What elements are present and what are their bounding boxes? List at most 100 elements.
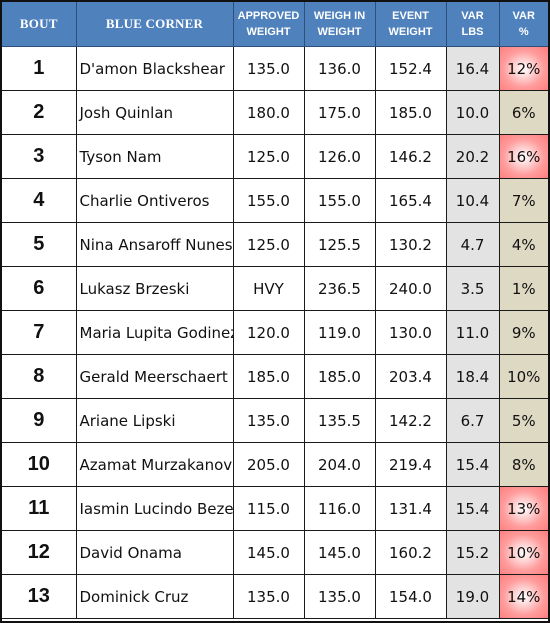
approved-weight-cell: 180.0 [233,90,305,135]
weigh-in-weight-cell: 185.0 [304,354,376,399]
bout-number-cell: 8 [2,354,77,399]
event-weight-cell: 131.4 [375,486,447,531]
weigh-in-weight-cell: 236.5 [304,266,376,311]
approved-weight-cell: 125.0 [233,222,305,267]
event-weight-cell: 152.4 [375,46,447,91]
fighter-name-cell: Dominick Cruz [76,574,234,619]
weigh-in-weight-cell: 135.0 [304,574,376,619]
var-pct-cell: 8% [499,442,548,487]
var-lbs-cell: 11.0 [446,310,500,355]
fighter-name-cell: Tyson Nam [76,134,234,179]
var-lbs-cell: 10.4 [446,178,500,223]
weigh-in-weight-cell: 116.0 [304,486,376,531]
approved-weight-cell: 120.0 [233,310,305,355]
event-weight-cell: 203.4 [375,354,447,399]
header-weigh-in-weight: WEIGH IN WEIGHT [304,2,376,47]
event-weight-cell: 185.0 [375,90,447,135]
var-pct-cell: 12% [499,46,548,91]
var-pct-cell: 5% [499,398,548,443]
bout-number-cell: 12 [2,530,77,575]
weigh-in-weight-cell: 155.0 [304,178,376,223]
var-lbs-cell: 18.4 [446,354,500,399]
var-lbs-cell: 20.2 [446,134,500,179]
fighter-name-cell: David Onama [76,530,234,575]
fighter-name-cell: Azamat Murzakanov [76,442,234,487]
table-row: 8 Gerald Meerschaert 185.0 185.0 203.4 18.4 10… [2,354,548,399]
var-lbs-cell: 16.4 [446,46,500,91]
var-lbs-cell: 15.2 [446,530,500,575]
table-row: 5 Nina Ansaroff Nunes 125.0 125.5 130.2 4.7 4% [2,222,548,267]
weigh-in-weight-cell: 135.5 [304,398,376,443]
header-approved-weight: APPROVED WEIGHT [233,2,305,47]
header-blue-corner: BLUE CORNER [76,2,234,47]
var-lbs-cell: 10.0 [446,90,500,135]
approved-weight-cell: 125.0 [233,134,305,179]
table-row: 10 Azamat Murzakanov 205.0 204.0 219.4 15.4 8% [2,442,548,487]
var-lbs-cell: 6.7 [446,398,500,443]
table-row: 12 David Onama 145.0 145.0 160.2 15.2 10% [2,530,548,575]
event-weight-cell: 130.0 [375,310,447,355]
approved-weight-cell: 135.0 [233,574,305,619]
fighter-name-cell: Iasmin Lucindo Bezer [76,486,234,531]
bout-number-cell: 3 [2,134,77,179]
fighter-name-cell: Charlie Ontiveros [76,178,234,223]
weigh-in-weight-cell: 175.0 [304,90,376,135]
var-pct-cell: 16% [499,134,548,179]
fighter-name-cell: Gerald Meerschaert [76,354,234,399]
var-pct-cell: 6% [499,90,548,135]
table-row: 11 Iasmin Lucindo Bezer 115.0 116.0 131.4 15.… [2,486,548,531]
header-event-weight: EVENT WEIGHT [375,2,447,47]
var-pct-cell: 10% [499,354,548,399]
bout-number-cell: 11 [2,486,77,531]
fighter-name-cell: Josh Quinlan [76,90,234,135]
table-row: 1 D'amon Blackshear 135.0 136.0 152.4 16.4 12% [2,46,548,91]
header-bout: BOUT [2,2,77,47]
fighter-name-cell: Ariane Lipski [76,398,234,443]
approved-weight-cell: 135.0 [233,398,305,443]
event-weight-cell: 130.2 [375,222,447,267]
var-pct-cell: 14% [499,574,548,619]
event-weight-cell: 219.4 [375,442,447,487]
weigh-in-weight-cell: 126.0 [304,134,376,179]
table-row: 3 Tyson Nam 125.0 126.0 146.2 20.2 16% [2,134,548,179]
fighter-name-cell: Nina Ansaroff Nunes [76,222,234,267]
fighter-name-cell: D'amon Blackshear [76,46,234,91]
table-row: 2 Josh Quinlan 180.0 175.0 185.0 10.0 6% [2,90,548,135]
approved-weight-cell: 135.0 [233,46,305,91]
approved-weight-cell: HVY [233,266,305,311]
var-lbs-cell: 15.4 [446,442,500,487]
var-lbs-cell: 3.5 [446,266,500,311]
approved-weight-cell: 185.0 [233,354,305,399]
weigh-in-weight-cell: 119.0 [304,310,376,355]
var-lbs-cell: 15.4 [446,486,500,531]
header-var-pct: VAR% [499,2,548,47]
table-row: 13 Dominick Cruz 135.0 135.0 154.0 19.0 14% [2,574,548,619]
var-pct-cell: 13% [499,486,548,531]
event-weight-cell: 160.2 [375,530,447,575]
approved-weight-cell: 115.0 [233,486,305,531]
table-row: 4 Charlie Ontiveros 155.0 155.0 165.4 10.4 7% [2,178,548,223]
event-weight-cell: 142.2 [375,398,447,443]
weigh-in-weight-cell: 145.0 [304,530,376,575]
event-weight-cell: 154.0 [375,574,447,619]
bout-number-cell: 4 [2,178,77,223]
bout-number-cell: 10 [2,442,77,487]
approved-weight-cell: 145.0 [233,530,305,575]
var-lbs-cell: 19.0 [446,574,500,619]
bout-number-cell: 9 [2,398,77,443]
bout-number-cell: 13 [2,574,77,619]
table-row: 9 Ariane Lipski 135.0 135.5 142.2 6.7 5% [2,398,548,443]
table-row: 7 Maria Lupita Godinez 120.0 119.0 130.0 11.0… [2,310,548,355]
var-pct-cell: 1% [499,266,548,311]
event-weight-cell: 240.0 [375,266,447,311]
weigh-in-weight-cell: 204.0 [304,442,376,487]
var-pct-cell: 7% [499,178,548,223]
var-pct-cell: 9% [499,310,548,355]
bout-number-cell: 5 [2,222,77,267]
fighter-name-cell: Lukasz Brzeski [76,266,234,311]
bout-number-cell: 6 [2,266,77,311]
header-var-lbs: VAR LBS [446,2,500,47]
weigh-in-weight-cell: 125.5 [304,222,376,267]
